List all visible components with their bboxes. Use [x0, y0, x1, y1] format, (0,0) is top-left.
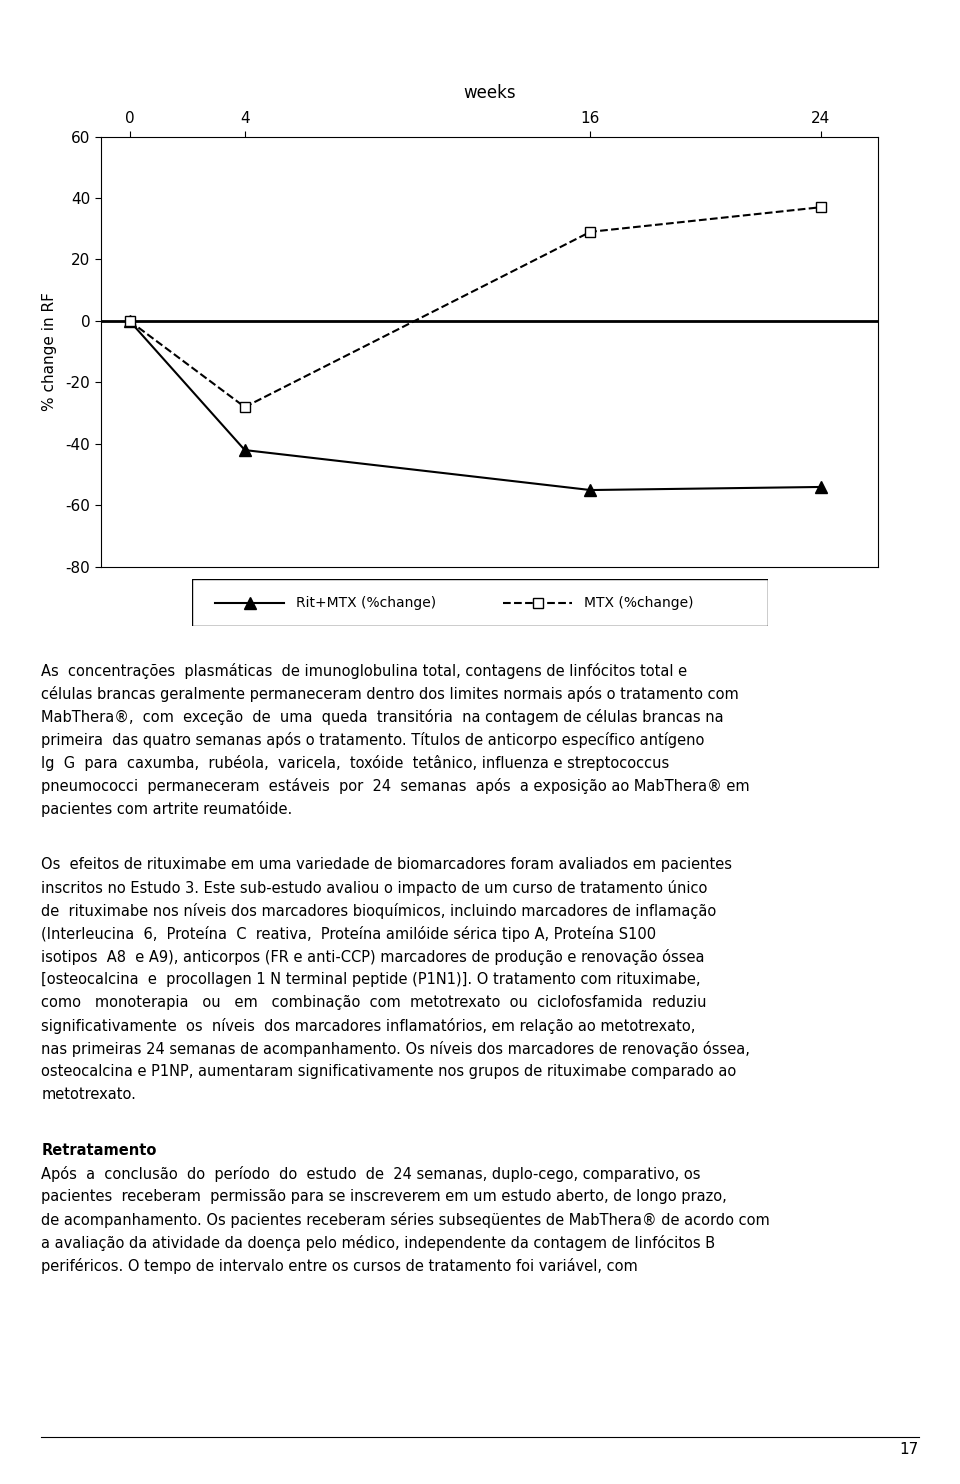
Text: células brancas geralmente permaneceram dentro dos limites normais após o tratam: células brancas geralmente permaneceram … [41, 686, 739, 702]
FancyBboxPatch shape [192, 579, 768, 626]
Text: significativamente  os  níveis  dos marcadores inflamatórios, em relação ao meto: significativamente os níveis dos marcado… [41, 1018, 696, 1034]
Text: Rit+MTX (%change): Rit+MTX (%change) [296, 595, 436, 610]
Text: isotipos  A8  e A9), anticorpos (FR e anti-CCP) marcadores de produção e renovaç: isotipos A8 e A9), anticorpos (FR e anti… [41, 950, 705, 965]
Text: MTX (%change): MTX (%change) [584, 595, 693, 610]
Text: 17: 17 [900, 1442, 919, 1457]
Text: As  concentrações  plasmáticas  de imunoglobulina total, contagens de linfócitos: As concentrações plasmáticas de imunoglo… [41, 663, 687, 680]
Text: primeira  das quatro semanas após o tratamento. Títulos de anticorpo específico : primeira das quatro semanas após o trata… [41, 732, 705, 748]
Text: Ig  G  para  caxumba,  rubéola,  varicela,  toxóide  tetânico, influenza e strep: Ig G para caxumba, rubéola, varicela, to… [41, 755, 669, 772]
Y-axis label: % change in RF: % change in RF [42, 292, 58, 411]
Text: pacientes com artrite reumatóide.: pacientes com artrite reumatóide. [41, 801, 293, 818]
Text: Após  a  conclusão  do  período  do  estudo  de  24 semanas, duplo-cego, compara: Após a conclusão do período do estudo de… [41, 1166, 701, 1181]
Text: pacientes  receberam  permissão para se inscreverem em um estudo aberto, de long: pacientes receberam permissão para se in… [41, 1189, 727, 1204]
Text: periféricos. O tempo de intervalo entre os cursos de tratamento foi variável, co: periféricos. O tempo de intervalo entre … [41, 1258, 638, 1273]
Text: osteocalcina e P1NP, aumentaram significativamente nos grupos de rituximabe comp: osteocalcina e P1NP, aumentaram signific… [41, 1064, 736, 1079]
Text: inscritos no Estudo 3. Este sub-estudo avaliou o impacto de um curso de tratamen: inscritos no Estudo 3. Este sub-estudo a… [41, 880, 708, 896]
Text: Retratamento: Retratamento [41, 1143, 156, 1158]
Title: weeks: weeks [464, 83, 516, 101]
Text: metotrexato.: metotrexato. [41, 1088, 136, 1103]
Text: a avaliação da atividade da doença pelo médico, independente da contagem de linf: a avaliação da atividade da doença pelo … [41, 1235, 715, 1251]
Text: (Interleucina  6,  Proteína  C  reativa,  Proteína amilóide sérica tipo A, Prote: (Interleucina 6, Proteína C reativa, Pro… [41, 926, 657, 942]
Text: pneumococci  permaneceram  estáveis  por  24  semanas  após  a exposição ao MabT: pneumococci permaneceram estáveis por 24… [41, 778, 750, 794]
Text: nas primeiras 24 semanas de acompanhamento. Os níveis dos marcadores de renovaçã: nas primeiras 24 semanas de acompanhamen… [41, 1042, 750, 1057]
Text: de acompanhamento. Os pacientes receberam séries subseqüentes de MabThera® de ac: de acompanhamento. Os pacientes recebera… [41, 1212, 770, 1227]
Text: Os  efeitos de rituximabe em uma variedade de biomarcadores foram avaliados em p: Os efeitos de rituximabe em uma variedad… [41, 856, 732, 873]
Text: como   monoterapia   ou   em   combinação  com  metotrexato  ou  ciclofosfamida : como monoterapia ou em combinação com me… [41, 996, 707, 1011]
Text: de  rituximabe nos níveis dos marcadores bioquímicos, incluindo marcadores de in: de rituximabe nos níveis dos marcadores … [41, 902, 716, 919]
Text: [osteocalcina  e  procollagen 1 N terminal peptide (P1N1)]. O tratamento com rit: [osteocalcina e procollagen 1 N terminal… [41, 972, 701, 987]
Text: MabThera®,  com  exceção  de  uma  queda  transitória  na contagem de células br: MabThera®, com exceção de uma queda tran… [41, 709, 724, 726]
